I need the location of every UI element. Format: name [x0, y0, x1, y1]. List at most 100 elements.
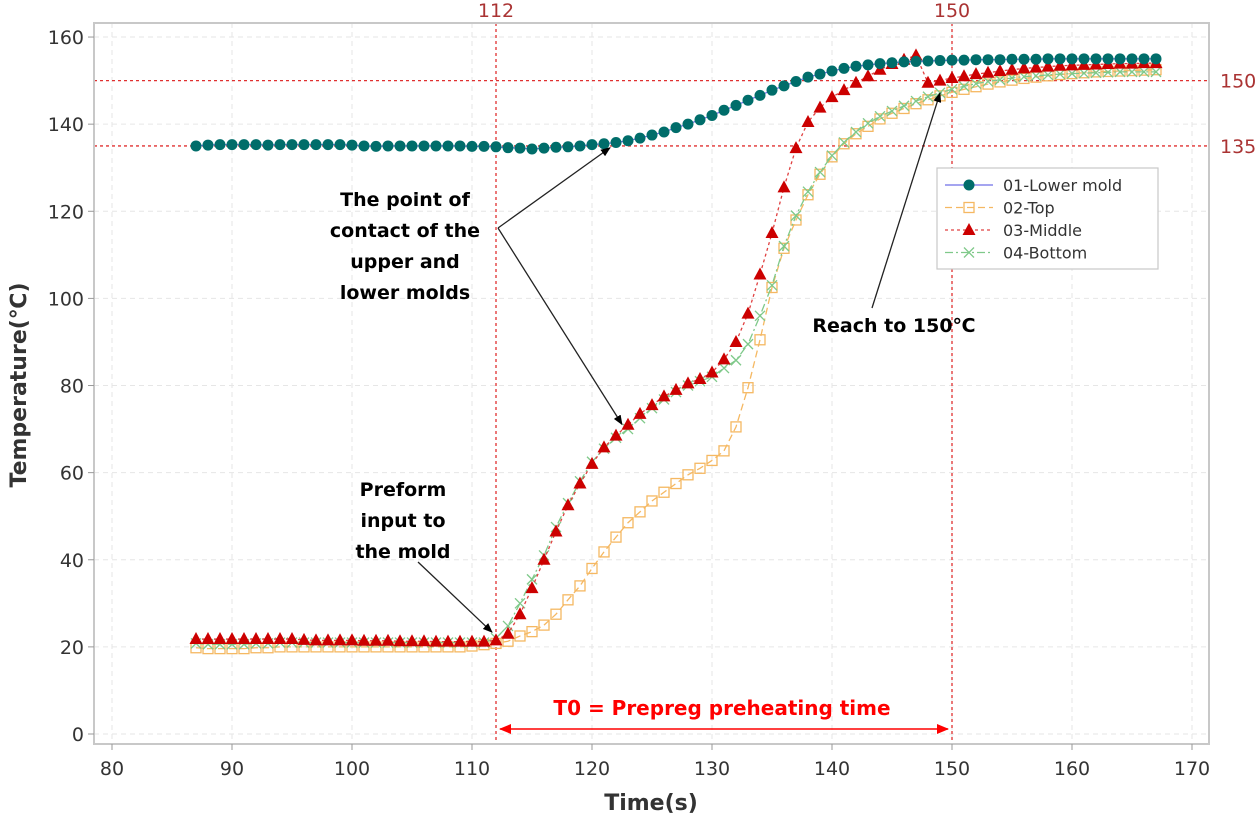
data-point: [501, 626, 515, 639]
y-tick-label: 40: [60, 550, 84, 572]
data-point: [357, 633, 371, 646]
data-point: [574, 580, 586, 592]
data-point: [201, 632, 215, 645]
y-tick-label: 100: [48, 288, 84, 310]
data-point: [850, 60, 862, 72]
data-point: [946, 54, 958, 66]
data-point: [598, 138, 610, 150]
data-point: [766, 84, 778, 96]
data-point: [958, 80, 970, 92]
data-point: [658, 486, 670, 498]
data-point: [814, 166, 826, 178]
legend-label: 02-Top: [1003, 199, 1055, 218]
data-point: [1041, 59, 1055, 72]
annotation-reach-text: Reach to 150℃: [812, 315, 975, 337]
x-tick-label: 100: [334, 758, 370, 780]
data-point: [249, 632, 263, 645]
x-tick-label: 160: [1054, 758, 1090, 780]
data-point: [801, 114, 815, 127]
annotation-preform-text-line: input to: [361, 510, 446, 532]
data-point: [693, 371, 707, 384]
data-point: [309, 633, 323, 646]
data-point: [742, 338, 754, 350]
data-point: [922, 91, 934, 103]
data-point: [586, 139, 598, 151]
data-point: [729, 334, 743, 347]
annotation-preform-text-line: the mold: [355, 541, 450, 563]
data-point: [1018, 72, 1030, 85]
data-point: [225, 632, 239, 645]
data-point: [550, 608, 562, 620]
data-point: [886, 105, 898, 117]
ref-label-vertical: 112: [478, 0, 514, 22]
legend-label: 01-Lower mold: [1003, 176, 1122, 195]
data-point: [922, 94, 934, 106]
data-point: [994, 54, 1006, 66]
data-point: [706, 109, 718, 121]
data-point: [537, 552, 551, 565]
legend-item: 01-Lower mold: [945, 176, 1122, 195]
data-point: [1138, 66, 1150, 78]
series-layer: [189, 48, 1163, 655]
data-point: [598, 546, 610, 558]
x-tick-label: 80: [100, 758, 124, 780]
series-03-middle: [189, 48, 1163, 647]
data-point: [573, 476, 587, 489]
data-point: [718, 362, 730, 374]
data-point: [922, 55, 934, 67]
data-point: [694, 114, 706, 126]
data-point: [898, 100, 910, 112]
data-point: [250, 139, 262, 151]
x-axis-ticks: 80 90 100 110 120 130 140 150 160 170: [100, 744, 1210, 780]
data-point: [322, 139, 334, 151]
data-point: [970, 81, 982, 93]
legend-marker: [963, 201, 975, 214]
data-point: [261, 632, 275, 645]
legend-label: 03-Middle: [1003, 221, 1082, 240]
data-point: [441, 634, 455, 647]
data-point: [730, 99, 742, 111]
data-point: [1102, 53, 1114, 65]
data-point: [753, 267, 767, 280]
data-point: [226, 139, 238, 151]
data-point: [910, 95, 922, 107]
data-point: [310, 139, 322, 151]
data-point: [237, 632, 251, 645]
x-tick-label: 170: [1174, 758, 1210, 780]
data-point: [933, 73, 947, 86]
data-point: [778, 240, 790, 252]
data-point: [549, 524, 563, 537]
data-point: [1150, 66, 1162, 78]
data-point: [838, 138, 850, 150]
data-point: [766, 279, 778, 291]
data-point: [898, 102, 910, 115]
data-point: [765, 226, 779, 239]
data-point: [189, 632, 203, 645]
data-point: [585, 456, 599, 469]
data-point: [670, 122, 682, 134]
x-tick-label: 90: [220, 758, 244, 780]
data-point: [669, 382, 683, 395]
data-point: [646, 129, 658, 141]
x-tick-label: 130: [694, 758, 730, 780]
data-point: [1005, 62, 1019, 75]
series-04-bottom: [190, 66, 1162, 650]
data-point: [429, 634, 443, 647]
data-point: [490, 141, 502, 153]
data-point: [814, 68, 826, 80]
data-point: [670, 477, 682, 490]
data-point: [969, 67, 983, 80]
annotation-preform-arrow: [417, 561, 493, 633]
data-point: [394, 140, 406, 152]
data-point: [382, 140, 394, 152]
annotation-contact-text-line: upper and: [350, 251, 460, 273]
data-point: [358, 140, 370, 152]
series-line: [195, 71, 1156, 645]
data-point: [454, 140, 466, 152]
data-point: [538, 619, 550, 631]
annotation-contact-text: The point of contact of the upper and lower…: [330, 189, 480, 304]
data-point: [778, 80, 790, 92]
data-point: [657, 389, 671, 402]
x-tick-label: 150: [934, 758, 970, 780]
data-point: [741, 306, 755, 319]
